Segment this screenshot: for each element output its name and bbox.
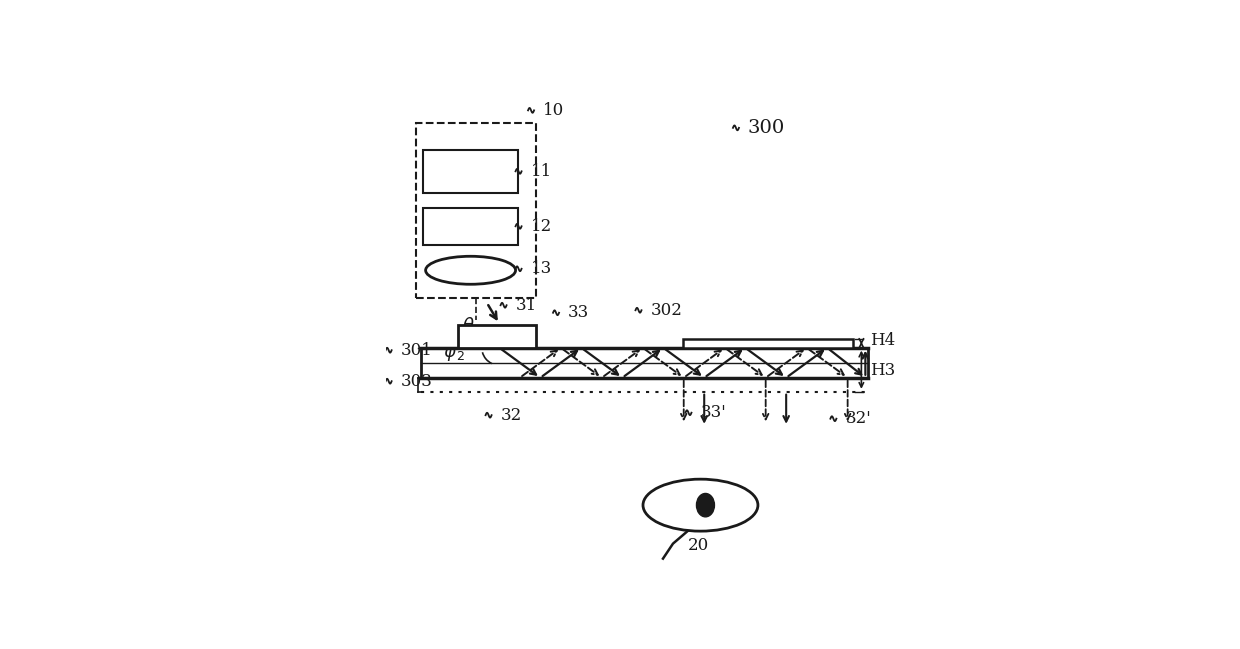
Bar — [458, 325, 536, 348]
Ellipse shape — [425, 256, 516, 284]
Text: 11: 11 — [531, 163, 552, 180]
Text: 302: 302 — [651, 302, 682, 319]
Text: 33': 33' — [701, 404, 727, 421]
Text: 13: 13 — [531, 260, 552, 277]
Ellipse shape — [644, 479, 758, 531]
Bar — [423, 208, 518, 245]
Text: 32: 32 — [501, 407, 522, 424]
Bar — [683, 339, 853, 348]
Text: H3: H3 — [870, 361, 895, 379]
Text: 12: 12 — [531, 218, 552, 235]
Text: 301: 301 — [401, 342, 433, 359]
Text: 31: 31 — [516, 297, 537, 313]
Text: $\theta_{\,2}$: $\theta_{\,2}$ — [463, 315, 484, 336]
Text: 300: 300 — [748, 119, 785, 137]
Text: 32': 32' — [846, 410, 872, 427]
Text: $\varphi_{\,2}$: $\varphi_{\,2}$ — [443, 345, 466, 363]
Text: 20: 20 — [687, 537, 708, 554]
Ellipse shape — [697, 493, 714, 517]
Text: 10: 10 — [543, 102, 564, 119]
Text: H4: H4 — [870, 332, 895, 349]
Text: 303: 303 — [401, 373, 433, 389]
Text: 33: 33 — [568, 304, 589, 321]
Bar — [423, 151, 518, 193]
